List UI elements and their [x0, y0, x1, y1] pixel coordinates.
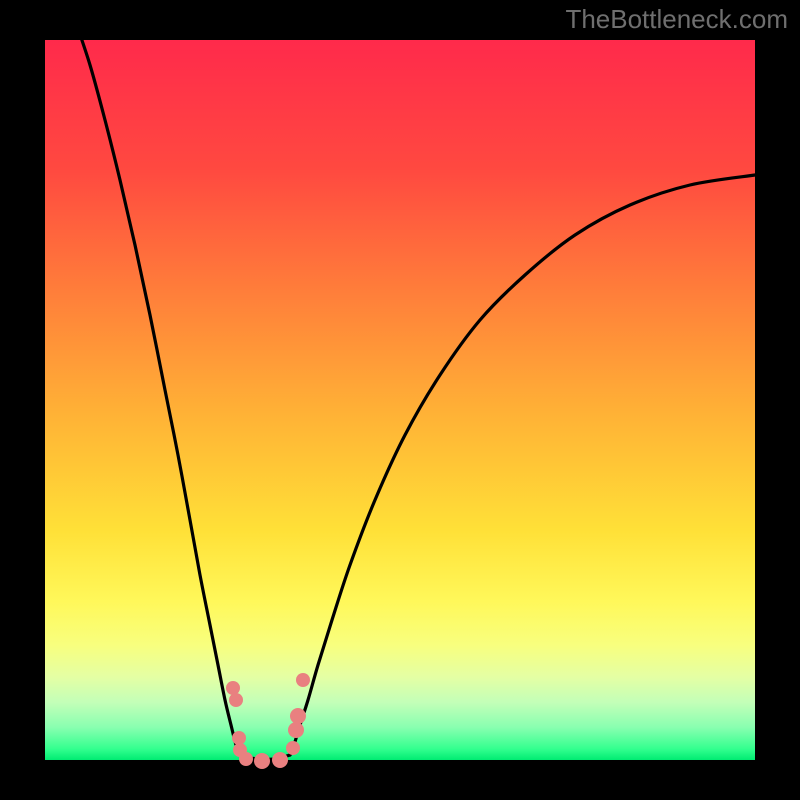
chart-root: TheBottleneck.com — [0, 0, 800, 800]
data-point — [254, 753, 270, 769]
bottleneck-chart — [0, 0, 800, 800]
data-point — [272, 752, 288, 768]
data-point — [232, 731, 246, 745]
data-point — [229, 693, 243, 707]
data-point — [239, 752, 253, 766]
data-point — [226, 681, 240, 695]
plot-background-gradient — [45, 40, 755, 760]
data-point — [286, 741, 300, 755]
data-point — [288, 722, 304, 738]
watermark-text: TheBottleneck.com — [565, 4, 788, 35]
data-point — [290, 708, 306, 724]
data-point — [296, 673, 310, 687]
